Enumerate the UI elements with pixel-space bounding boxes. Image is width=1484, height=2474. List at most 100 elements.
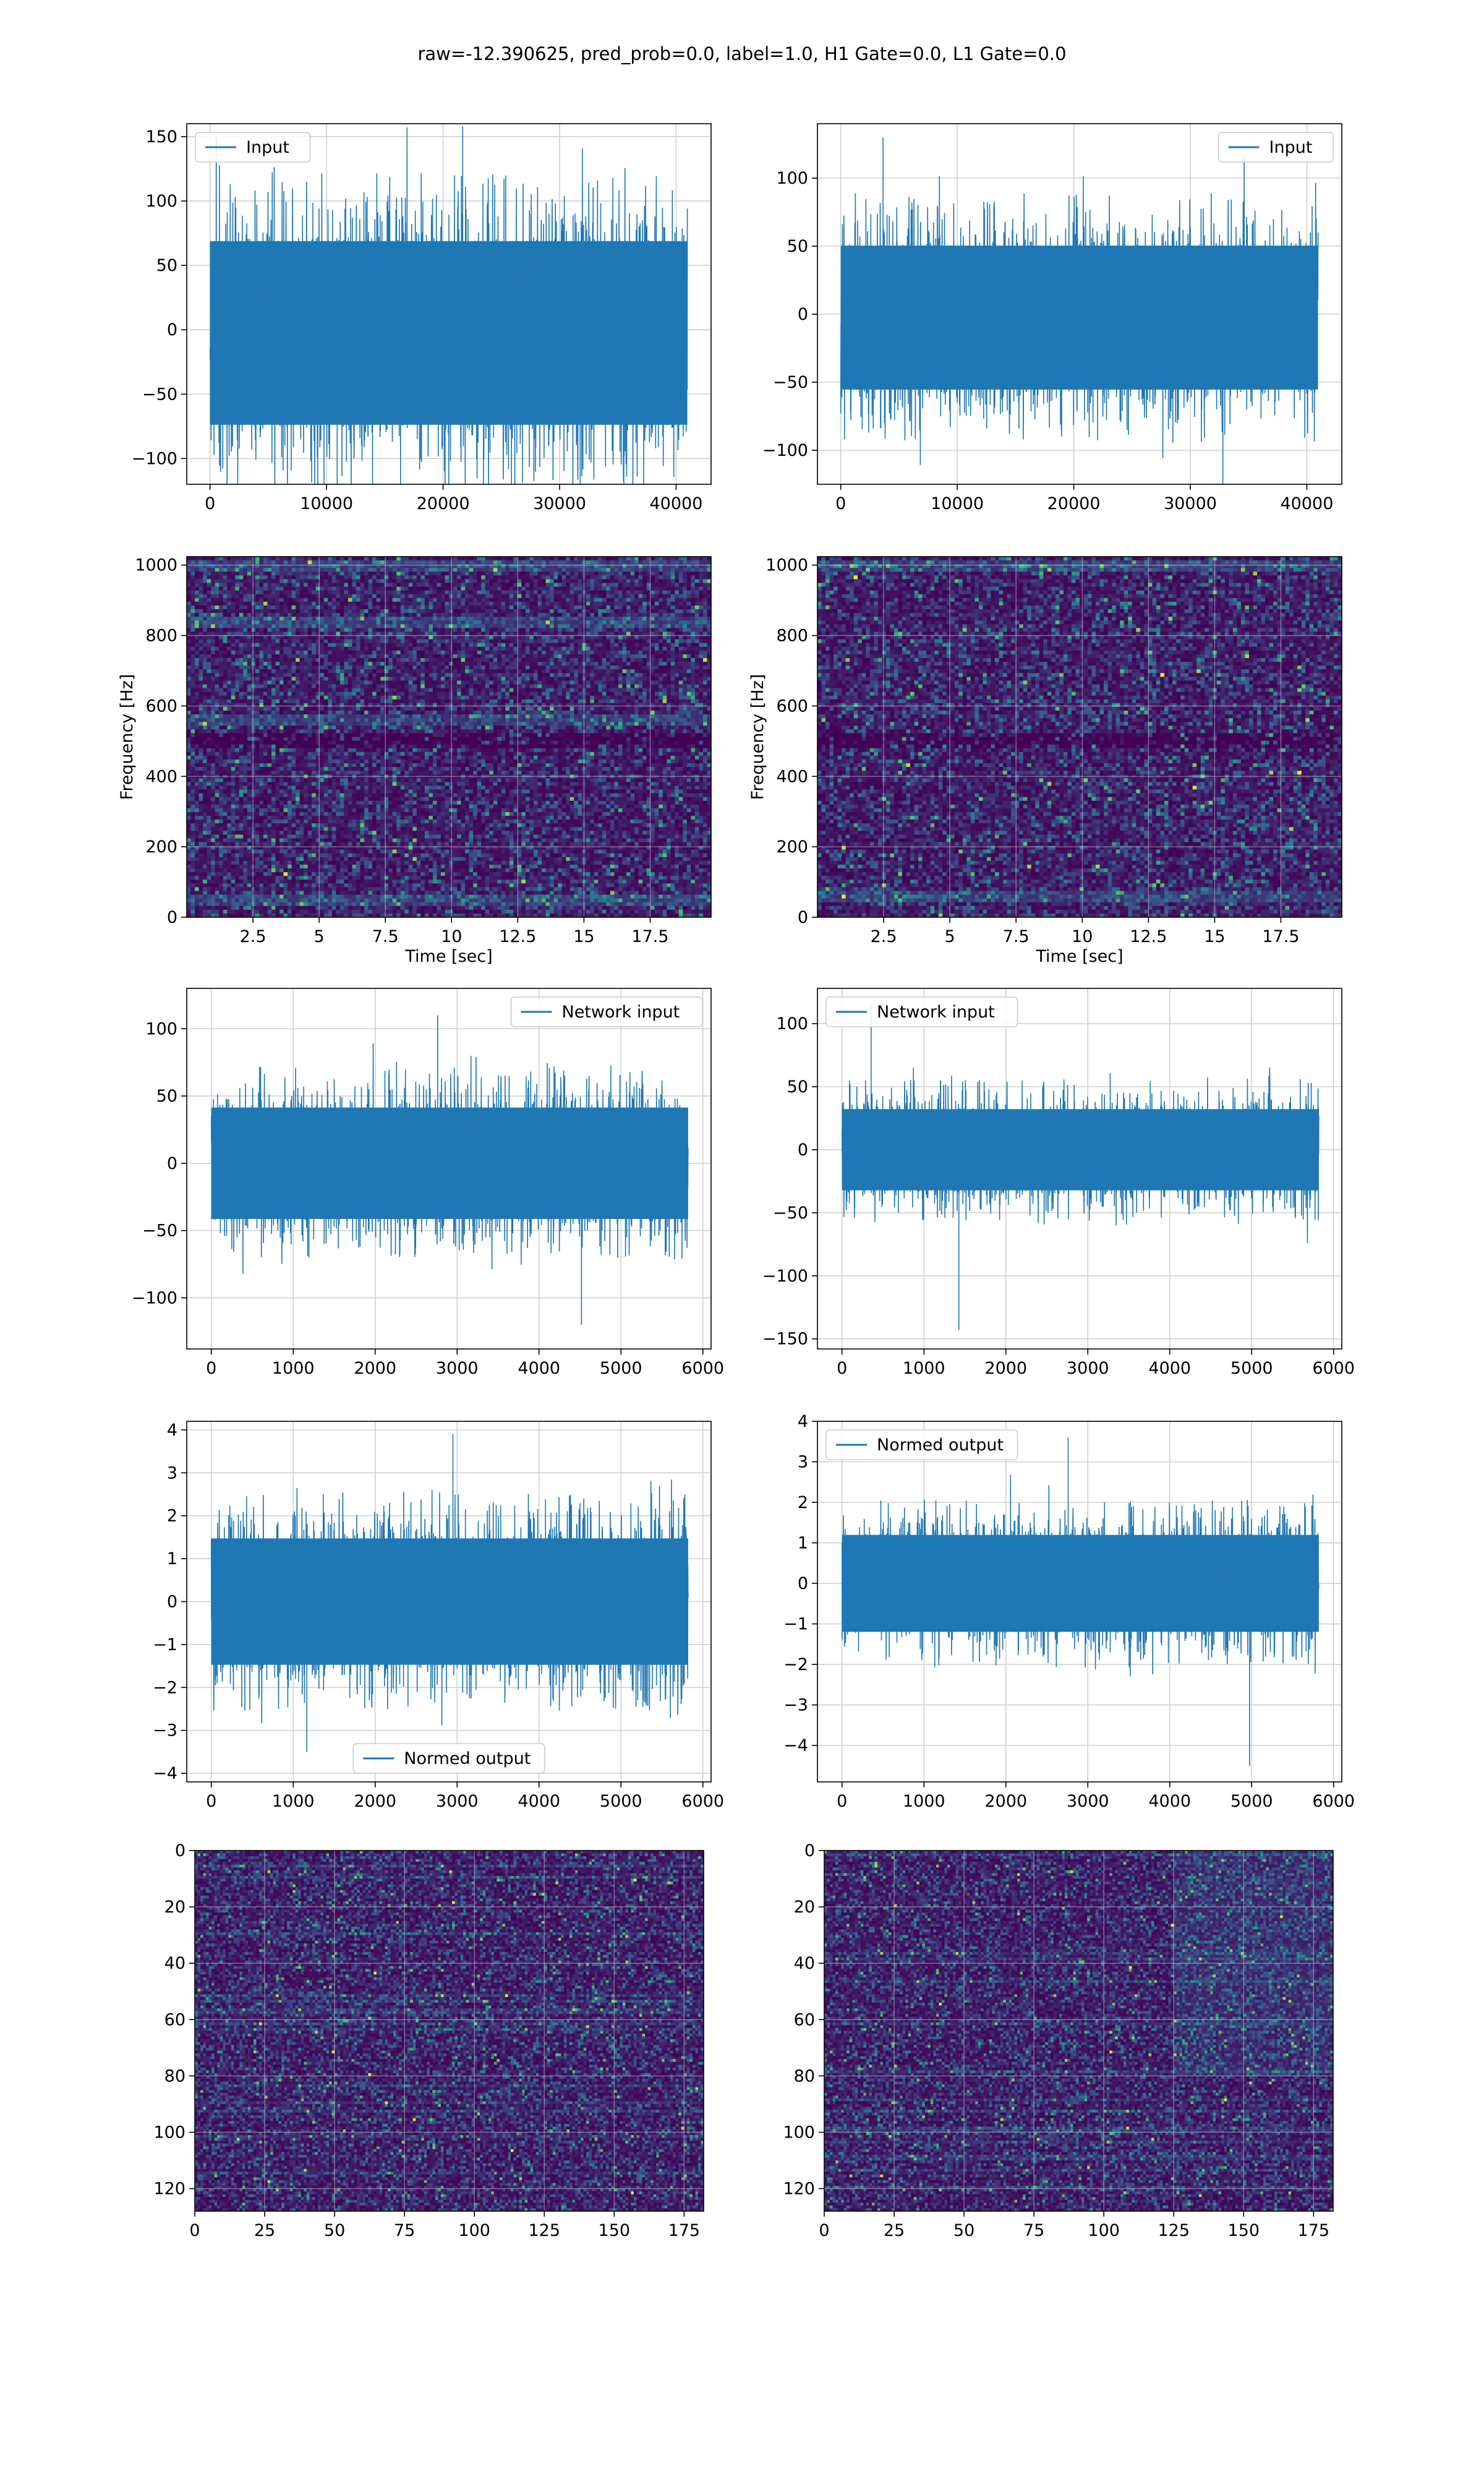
spectrogram-h1-xlabel: Time [sec] — [404, 947, 492, 966]
spectrogram-l1-ytick-label: 0 — [798, 908, 808, 927]
normed-output-l1-ytick-label: −4 — [783, 1736, 808, 1755]
normed-output-h1-xtick-label: 6000 — [681, 1792, 724, 1811]
spectrogram-l1-xlabel: Time [sec] — [1035, 947, 1123, 966]
normed-output-l1-xtick-label: 3000 — [1067, 1792, 1109, 1811]
spectrogram-h1-xtick-label: 15 — [573, 927, 594, 946]
spectrogram-l1-ytick-label: 1000 — [765, 556, 808, 575]
matrix-h1-plot-area — [195, 1851, 704, 2212]
network-input-h1-ytick-label: 100 — [145, 1019, 177, 1038]
input-l1-xtick-label: 0 — [835, 494, 846, 513]
matrix-h1-ytick-label: 0 — [175, 1841, 186, 1860]
network-input-l1-ytick-label: 0 — [798, 1141, 808, 1160]
normed-output-h1-xtick-label: 4000 — [518, 1792, 560, 1811]
normed-output-h1-xtick-label: 3000 — [436, 1792, 479, 1811]
matrix-h1-xtick-label: 100 — [458, 2221, 490, 2240]
input-h1-ytick-label: −100 — [132, 449, 177, 468]
input-l1-legend-label: Input — [1269, 138, 1313, 157]
input-h1-xtick-label: 0 — [205, 494, 215, 513]
normed-output-l1-ytick-label: 4 — [798, 1412, 808, 1431]
matrix-l1-ytick-label: 0 — [804, 1841, 815, 1860]
input-h1-plot-area — [187, 124, 711, 508]
network-input-l1-xtick-label: 0 — [837, 1359, 847, 1378]
network-input-h1-xtick-label: 6000 — [681, 1359, 724, 1378]
matrix-h1-ytick-label: 80 — [164, 2066, 186, 2086]
matrix-h1-xtick-label: 0 — [189, 2221, 200, 2240]
normed-output-h1-ytick-label: 2 — [167, 1507, 177, 1526]
spectrogram-l1-xtick-label: 15 — [1204, 927, 1225, 946]
network-input-l1-xtick-label: 2000 — [984, 1359, 1027, 1378]
network-input-h1-legend-label: Network input — [562, 1003, 680, 1022]
input-l1-xtick-label: 20000 — [1047, 494, 1101, 513]
normed-output-l1-ytick-label: 2 — [798, 1493, 808, 1512]
network-input-h1-xtick-label: 3000 — [436, 1359, 479, 1378]
normed-output-h1-legend-label: Normed output — [404, 1749, 531, 1768]
network-input-h1-plot-area — [187, 988, 711, 1349]
network-input-l1-xtick-label: 4000 — [1148, 1359, 1191, 1378]
input-h1-axes: 0 10000 20000 30000 40000−100−50050100150Inp… — [132, 124, 711, 513]
normed-output-h1-ytick-label: 3 — [167, 1463, 177, 1483]
matrix-h1-ytick-label: 20 — [164, 1898, 186, 1917]
spectrogram-l1-axes: 2.5 5 7.5 10 12.5 15 17.502004006008001000Time… — [748, 556, 1342, 966]
network-input-h1-ytick-label: −100 — [132, 1288, 177, 1308]
normed-output-h1-axes: 0 1000 2000 3000 4000 5000 6000−4−3−2−101234No… — [153, 1421, 724, 1811]
spectrogram-l1-ylabel: Frequency [Hz] — [748, 674, 767, 800]
normed-output-h1-xtick-label: 5000 — [600, 1792, 642, 1811]
normed-output-l1-xtick-label: 1000 — [903, 1792, 945, 1811]
matrix-l1-plot-area — [824, 1851, 1334, 2212]
network-input-l1-legend: Network input — [826, 997, 1018, 1027]
normed-output-h1-series-line — [211, 1434, 688, 1752]
spectrogram-l1-xtick-label: 17.5 — [1262, 927, 1299, 946]
normed-output-h1-ytick-label: 0 — [167, 1593, 177, 1612]
normed-output-l1-ytick-label: −1 — [783, 1615, 808, 1634]
spectrogram-l1-ytick-label: 200 — [776, 837, 808, 857]
matrix-l1-xtick-label: 150 — [1228, 2221, 1260, 2240]
network-input-l1-ytick-label: −100 — [762, 1267, 808, 1286]
network-input-h1-xtick-label: 0 — [206, 1359, 216, 1378]
spectrogram-l1-xtick-label: 12.5 — [1130, 927, 1167, 946]
network-input-l1-xtick-label: 5000 — [1230, 1359, 1273, 1378]
matrix-l1-ytick-label: 80 — [794, 2066, 815, 2086]
spectrogram-h1-ylabel: Frequency [Hz] — [117, 674, 137, 800]
normed-output-l1-legend-label: Normed output — [877, 1436, 1004, 1455]
network-input-h1-ytick-label: 0 — [167, 1154, 177, 1173]
normed-output-l1-axes: 0 1000 2000 3000 4000 5000 6000−4−3−2−101234No… — [783, 1412, 1355, 1811]
matrix-h1-image — [195, 1851, 704, 2212]
input-h1-series-line — [210, 126, 688, 508]
matrix-h1-ytick-label: 60 — [164, 2010, 186, 2029]
network-input-h1-xtick-label: 2000 — [354, 1359, 396, 1378]
spectrogram-h1-axes: 2.5 5 7.5 10 12.5 15 17.502004006008001000Time… — [117, 556, 712, 966]
network-input-h1-axes: 0 1000 2000 3000 4000 5000 6000−100−50050100Ne… — [132, 988, 724, 1378]
input-h1-ytick-label: 100 — [145, 192, 177, 211]
spectrogram-h1-xtick-label: 17.5 — [631, 927, 668, 946]
normed-output-l1-plot-area — [817, 1421, 1342, 1782]
spectrogram-l1-plot-area — [817, 557, 1342, 918]
normed-output-l1-ytick-label: −3 — [783, 1696, 808, 1715]
network-input-l1-xtick-label: 3000 — [1067, 1359, 1109, 1378]
matrix-l1-xtick-label: 175 — [1298, 2221, 1330, 2240]
input-l1-xtick-label: 40000 — [1281, 494, 1334, 513]
matrix-h1-ytick-label: 40 — [164, 1954, 186, 1973]
input-l1-legend: Input — [1219, 132, 1334, 162]
network-input-h1-ytick-label: −50 — [142, 1222, 177, 1241]
input-h1-xtick-label: 30000 — [533, 494, 586, 513]
spectrogram-h1-ytick-label: 1000 — [135, 556, 177, 575]
matrix-h1-xtick-label: 175 — [668, 2221, 701, 2240]
normed-output-l1-legend: Normed output — [826, 1430, 1018, 1460]
normed-output-h1-xtick-label: 2000 — [354, 1792, 396, 1811]
spectrogram-h1-xtick-label: 5 — [314, 927, 325, 946]
matrix-h1-xtick-label: 50 — [324, 2221, 345, 2240]
normed-output-h1-ytick-label: −4 — [153, 1764, 177, 1783]
input-l1-plot-area — [817, 124, 1342, 484]
normed-output-h1-ytick-label: 4 — [167, 1421, 177, 1440]
network-input-h1-legend: Network input — [511, 997, 703, 1027]
input-h1-xtick-label: 40000 — [650, 494, 703, 513]
normed-output-l1-xtick-label: 0 — [837, 1792, 847, 1811]
input-h1-ytick-label: 150 — [145, 127, 177, 147]
network-input-h1-xtick-label: 4000 — [518, 1359, 560, 1378]
network-input-l1-ytick-label: −50 — [773, 1204, 808, 1223]
normed-output-l1-ytick-label: 1 — [798, 1534, 808, 1553]
matrix-h1-ytick-label: 100 — [153, 2123, 186, 2142]
input-l1-ytick-label: 100 — [776, 169, 808, 188]
network-input-l1-plot-area — [817, 988, 1342, 1349]
